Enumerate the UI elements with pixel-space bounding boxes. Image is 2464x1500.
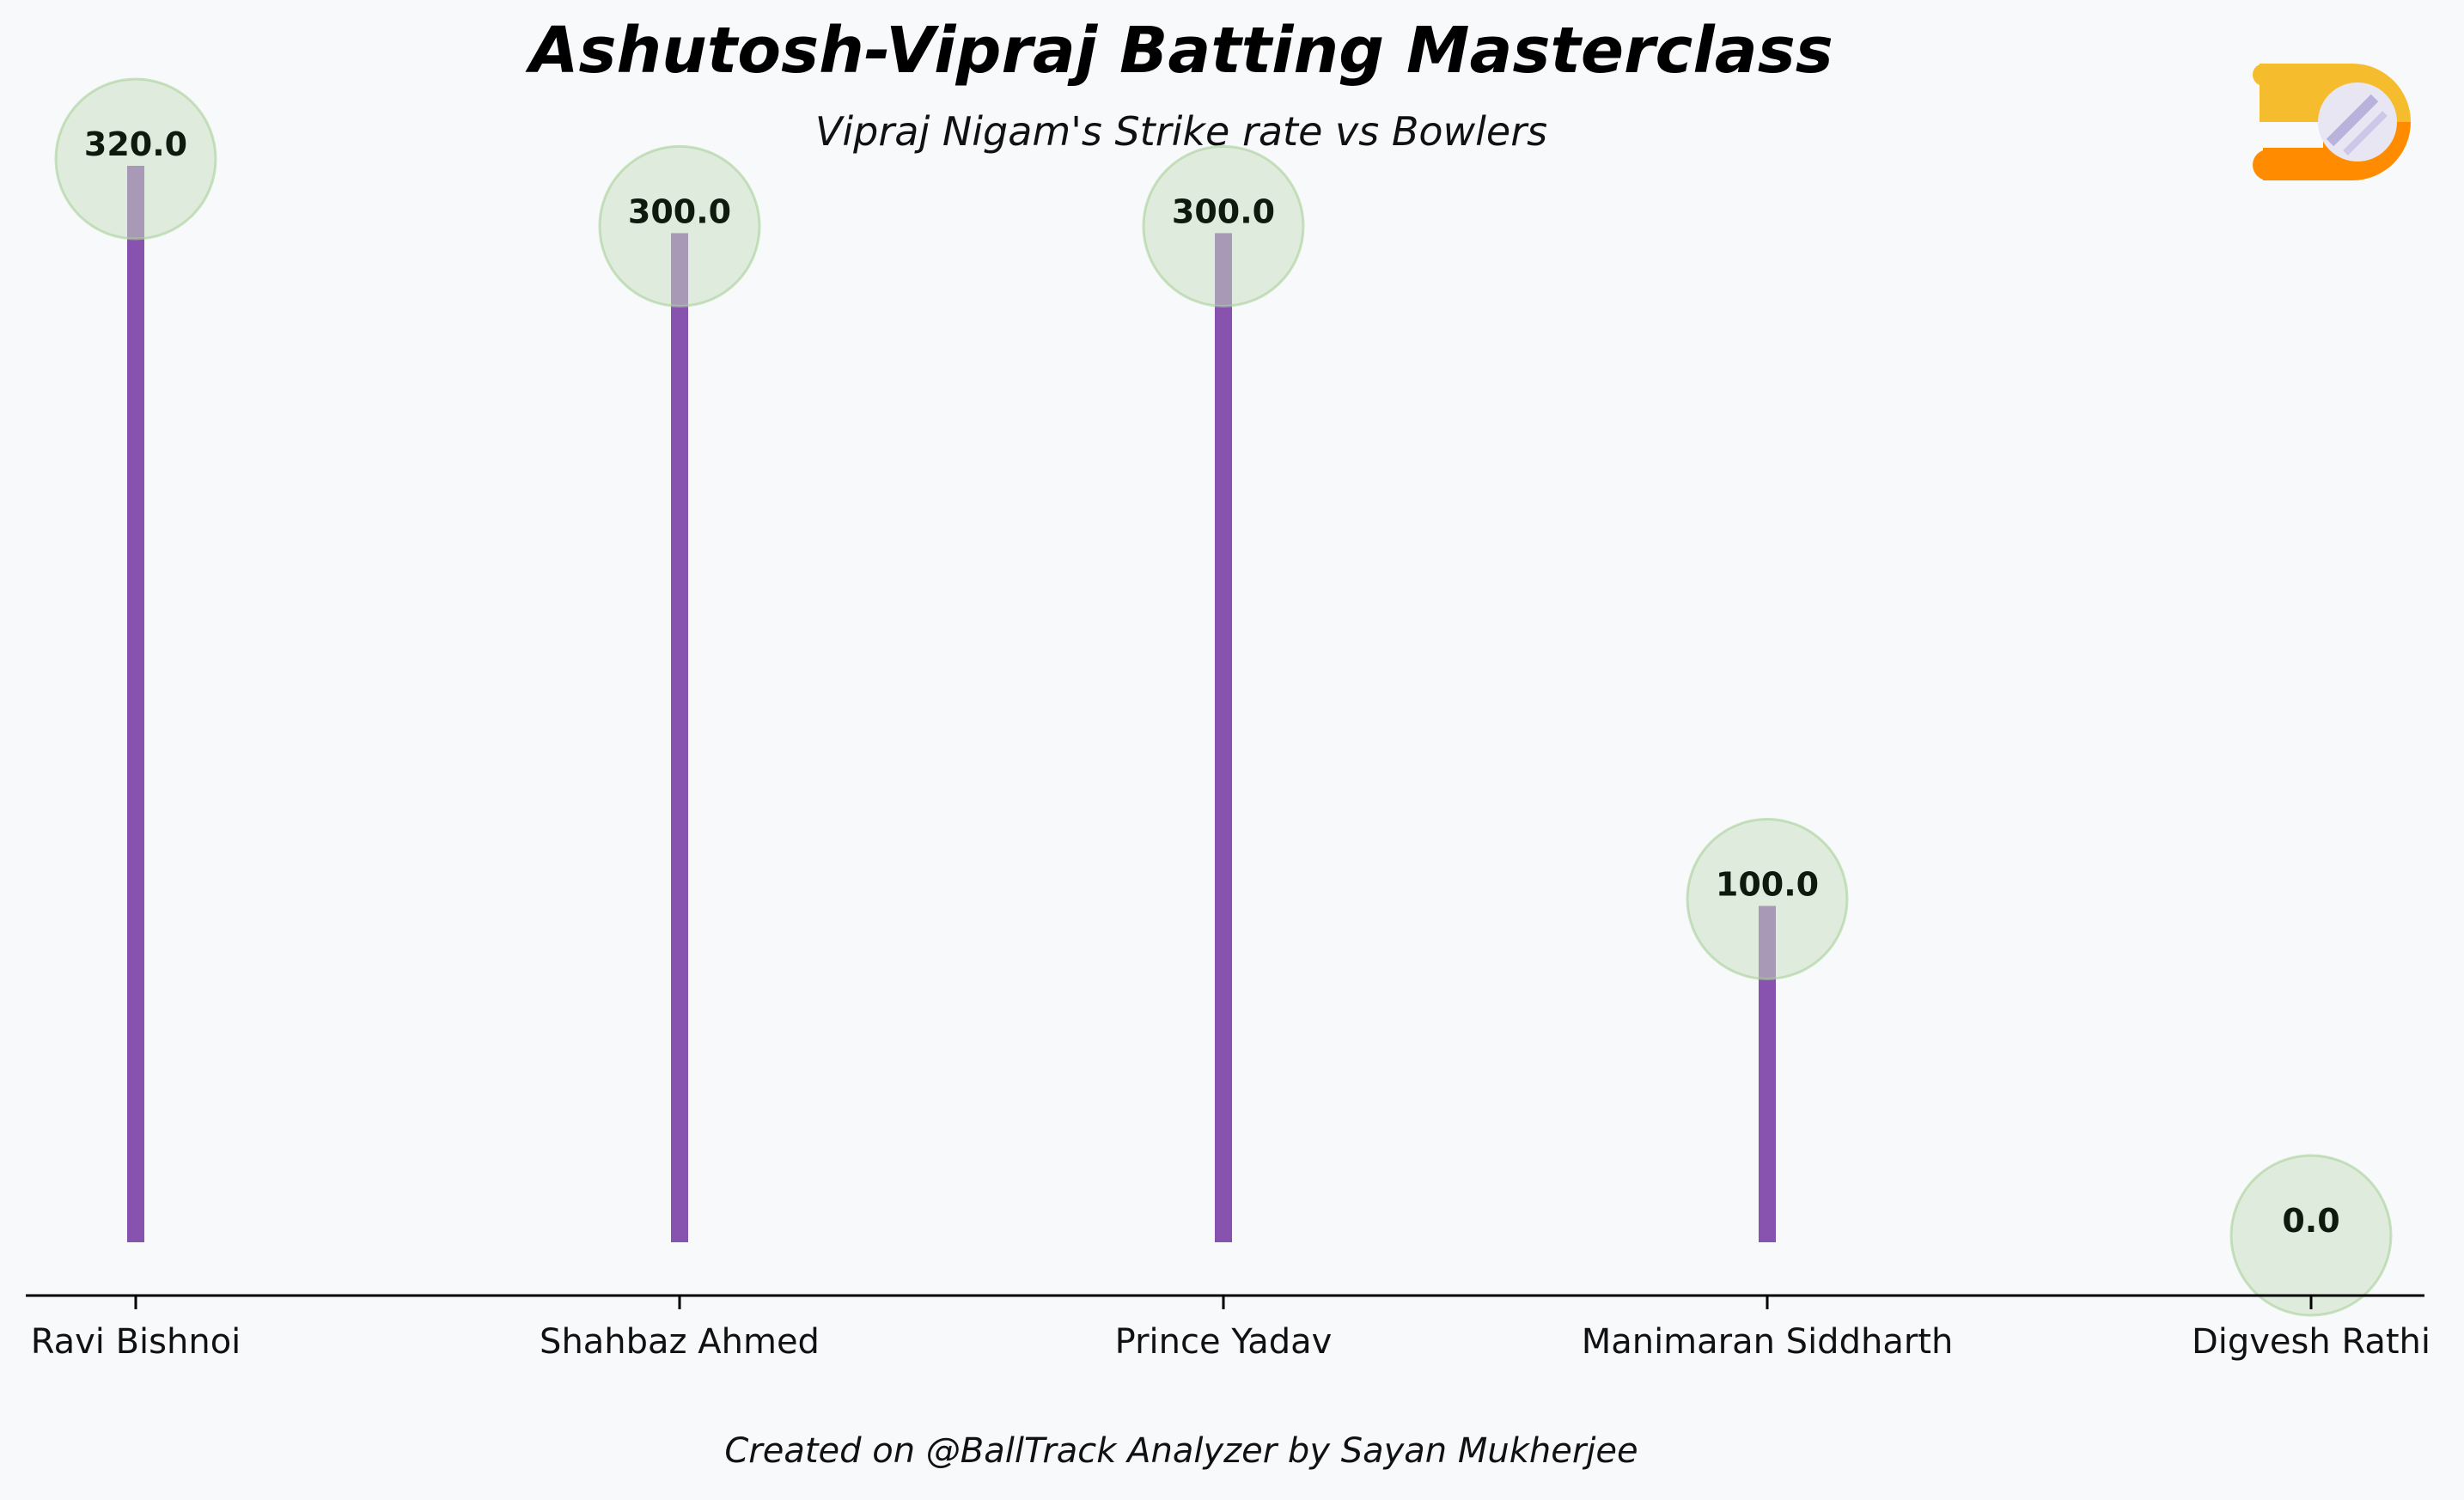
x-tick-label: Digvesh Rathi	[2192, 1322, 2430, 1362]
x-tick-label: Ravi Bishnoi	[31, 1322, 241, 1362]
x-tick-label: Shahbaz Ahmed	[540, 1322, 820, 1362]
x-axis: Ravi Bishnoi Shahbaz Ahmed Prince Yadav Man…	[31, 1296, 2430, 1362]
lollipop-marker	[598, 144, 761, 308]
data-label: 100.0	[1716, 865, 1819, 903]
chart-subtitle: Vipraj Nigam's Strike rate vs Bowlers	[814, 108, 1548, 155]
data-label: 300.0	[628, 192, 731, 230]
chart-title: Ashutosh-Vipraj Batting Masterclass	[529, 14, 1833, 88]
lollipop-marker	[1686, 817, 1849, 980]
data-label: 0.0	[2282, 1202, 2339, 1240]
balltrack-logo-icon	[2253, 64, 2411, 180]
x-tick-label: Prince Yadav	[1115, 1322, 1333, 1362]
lollipop-marker	[1142, 144, 1305, 308]
data-label: 300.0	[1172, 192, 1275, 230]
x-tick-label: Manimaran Siddharth	[1582, 1322, 1954, 1362]
data-label: 320.0	[84, 125, 187, 163]
plot-area: 320.0 300.0 300.0 100.0 0.0	[54, 77, 2393, 1317]
footer-credit: Created on @BallTrack Analyzer by Sayan …	[724, 1431, 1638, 1471]
lollipop-marker	[2229, 1154, 2393, 1317]
lollipop-marker	[54, 77, 217, 241]
